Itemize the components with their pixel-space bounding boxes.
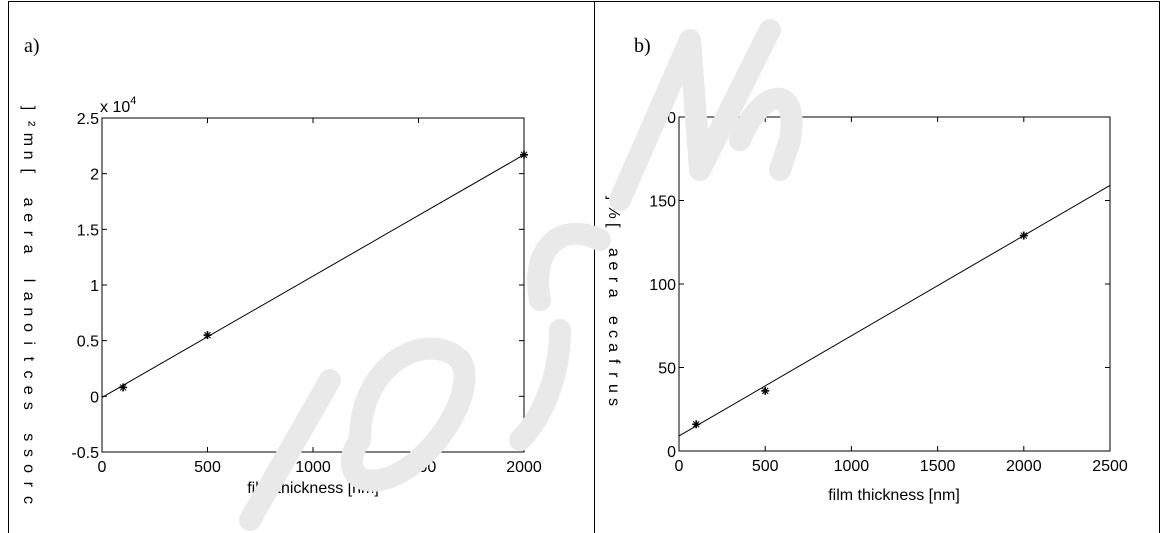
y-axis-label-glyph: a [605,248,622,257]
y-axis-label-glyph: c [605,330,622,338]
y-axis-label-glyph: r [20,231,37,237]
panel-a: a) 0 500 1000 1500 2000 -0.500.511.522.5 fil… [20,35,542,504]
y-axis-label-glyph: ] [20,106,37,110]
x-tick-label: 1500 [401,459,437,476]
y-tick-label: 50 [658,361,676,378]
panel-b: b) 0 500 1000 1500 2000 2500 0 50 100 150 200 fil… [605,35,1128,504]
y-axis-label-glyph: s [20,402,37,410]
data-points [119,150,528,392]
y-axis-label-glyph: s [605,398,622,406]
x-tick-label: 2000 [506,459,542,476]
x-axis-ticks: 0 500 1000 1500 2000 [98,118,542,476]
y-axis-label-glyph: u [605,384,622,393]
y-tick-label: 1 [90,278,99,295]
y-axis-label-glyph: o [20,464,37,473]
y-axis-label-glyph: % [605,204,622,218]
x-tick-label: 500 [194,459,221,476]
y-exponent-label: x 104 [100,95,136,116]
y-tick-label: 1.5 [77,222,99,239]
y-axis-label-glyph: ² [20,121,37,127]
y-axis-label-glyph: a [20,198,37,207]
fit-lines [101,154,525,398]
x-tick-label: 1000 [295,459,331,476]
data-point [119,383,128,392]
y-tick-label: 2.5 [77,111,99,128]
y-tick-label: 0.5 [77,334,99,351]
x-tick-label: 0 [98,459,107,476]
axes-box [101,117,525,453]
y-tick-label: 2 [90,167,99,184]
y-tick-label: 0 [667,444,676,461]
y-axis-label-glyph: r [605,372,622,378]
y-axis-label-glyph: s [20,433,37,441]
y-tick-label: 200 [649,110,676,127]
data-point [1019,231,1028,240]
fit-lines [678,185,1111,437]
y-axis-label-glyph: [ [20,168,37,173]
y-axis-label-glyph: ] [605,196,622,200]
y-axis-label-glyph: c [20,371,37,379]
y-axis-label-glyph: n [20,307,37,316]
x-tick-label: 1000 [834,458,870,475]
x-tick-label: 500 [752,458,779,475]
y-axis-label-glyph: a [605,289,622,298]
y-tick-label: -0.5 [71,445,99,462]
y-axis-label-glyph: e [20,213,37,222]
axes-box [678,116,1111,452]
y-axis-label-glyph: o [20,323,37,332]
y-axis-label-glyph: e [605,262,622,271]
y-axis-label-glyph: e [20,386,37,395]
y-axis-label-glyph: a [20,245,37,254]
y-axis-label-glyph: n [20,151,37,160]
y-tick-label: 0 [90,389,99,406]
y-axis-label-glyph: r [605,277,622,283]
y-axis-label-glyph: m [20,133,37,146]
y-axis-label-glyph: i [20,341,37,345]
y-axis-ticks: -0.5 0 0.5 1 1.5 2 2.5 [71,111,524,462]
data-point [761,386,770,395]
fit-line [101,154,525,398]
fit-line [678,185,1111,437]
y-axis-label-glyph: r [20,482,37,488]
y-tick-label: 100 [649,277,676,294]
x-axis-ticks: 0 500 1000 1500 2000 2500 [675,117,1128,475]
y-axis-label-glyph: f [605,359,622,364]
y-axis-label-glyph: [ [605,223,622,228]
y-tick-label: 150 [649,194,676,211]
x-axis-label: film thickness [nm] [247,480,379,497]
y-axis-label-glyph: a [605,343,622,352]
y-exponent-power: 4 [130,95,136,107]
x-tick-label: 2000 [1006,458,1042,475]
y-axis-label-glyph: c [20,496,37,504]
y-exponent-base: x 10 [100,99,130,116]
panel-label: b) [634,35,651,57]
x-tick-label: 2500 [1092,458,1128,475]
figure-frame [8,1,1160,533]
x-axis-label: film thickness [nm] [828,487,960,504]
data-point [203,331,212,340]
y-axis-ticks: 0 50 100 150 200 [649,110,1110,461]
y-axis-label-glyph: t [20,357,37,362]
y-axis-label-glyph: a [20,292,37,301]
y-axis-label-glyph: s [20,449,37,457]
data-point [520,150,528,159]
data-points [692,231,1028,429]
x-tick-label: 0 [675,458,684,475]
y-axis-label-glyph: l [20,279,37,283]
data-point [692,420,701,429]
y-axis-label-glyph: e [605,316,622,325]
x-tick-label: 1500 [920,458,956,475]
panel-label: a) [24,35,40,57]
